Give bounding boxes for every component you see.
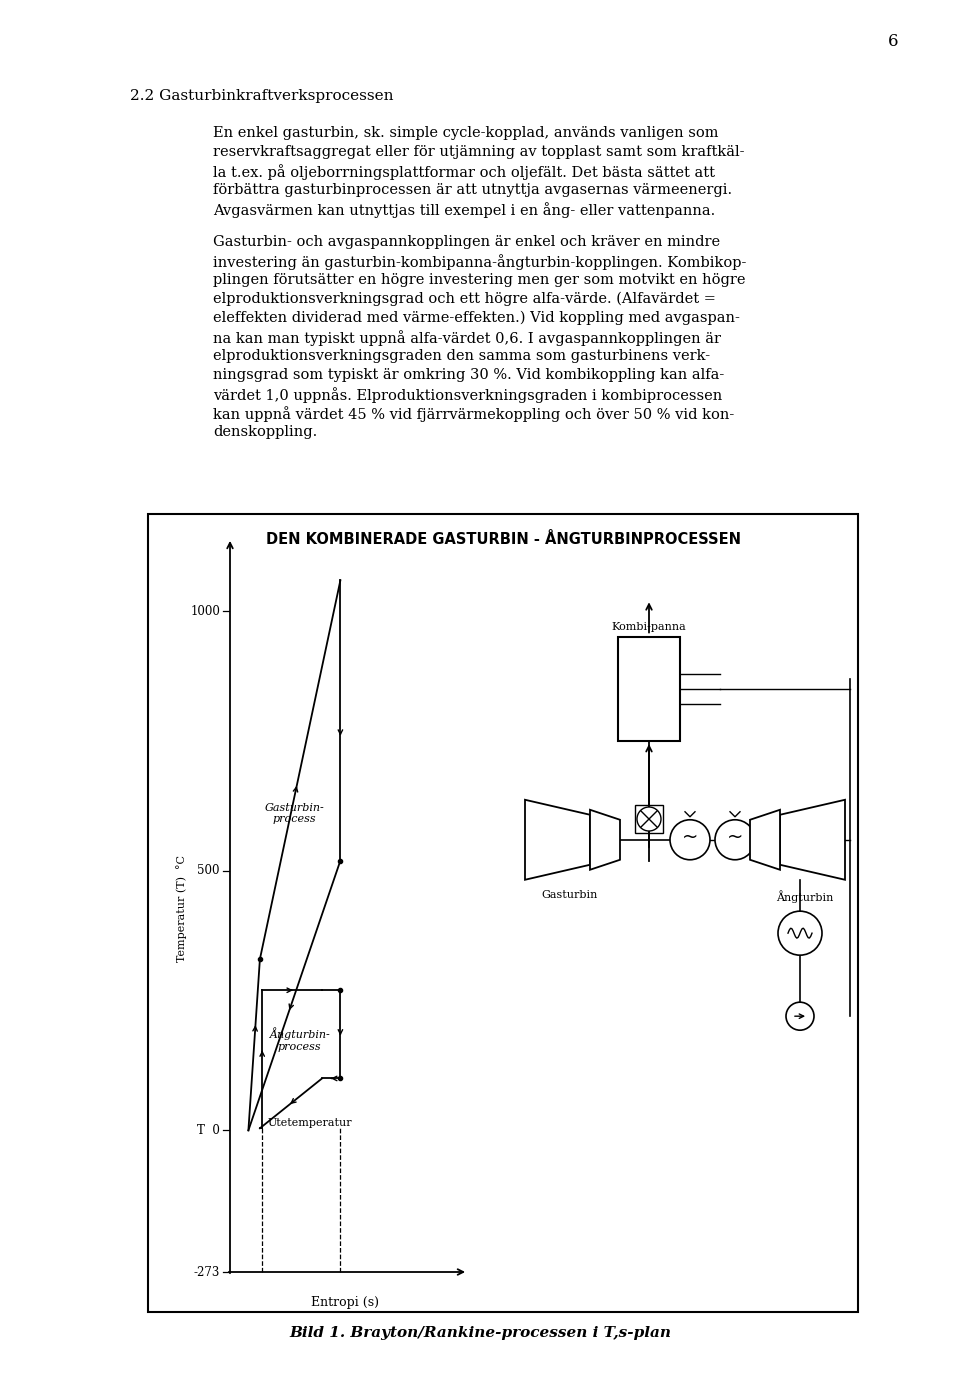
Text: plingen förutsätter en högre investering men ger som motvikt en högre: plingen förutsätter en högre investering… [213,273,746,286]
Polygon shape [590,810,620,869]
Text: Kombi-panna: Kombi-panna [612,623,686,632]
Text: Gasturbin- och avgaspannkopplingen är enkel och kräver en mindre: Gasturbin- och avgaspannkopplingen är en… [213,235,720,249]
Text: denskoppling.: denskoppling. [213,425,317,439]
Text: Gasturbin: Gasturbin [541,890,598,900]
Text: Avgasvärmen kan utnyttjas till exempel i en ång- eller vattenpanna.: Avgasvärmen kan utnyttjas till exempel i… [213,202,715,217]
Text: Ångturbin-
process: Ångturbin- process [269,1027,329,1052]
Text: Bild 1. Brayton/Rankine-processen i T,s-plan: Bild 1. Brayton/Rankine-processen i T,s-… [289,1326,671,1340]
Text: kan uppnå värdet 45 % vid fjärrvärmekoppling och över 50 % vid kon-: kan uppnå värdet 45 % vid fjärrvärmekopp… [213,406,734,422]
Text: ningsgrad som typiskt är omkring 30 %. Vid kombikoppling kan alfa-: ningsgrad som typiskt är omkring 30 %. V… [213,368,724,382]
Circle shape [715,819,755,859]
Text: Utetemperatur: Utetemperatur [267,1118,351,1128]
Text: ~: ~ [727,828,743,846]
Text: elproduktionsverkningsgrad och ett högre alfa-värde. (Alfavärdet =: elproduktionsverkningsgrad och ett högre… [213,292,716,306]
Bar [618,638,680,742]
Text: 2.2 Gasturbinkraftverksprocessen: 2.2 Gasturbinkraftverksprocessen [130,89,394,102]
Text: ~: ~ [682,828,698,846]
Polygon shape [780,800,845,880]
Text: DEN KOMBINERADE GASTURBIN - ÅNGTURBINPROCESSEN: DEN KOMBINERADE GASTURBIN - ÅNGTURBINPRO… [266,531,740,547]
Text: förbättra gasturbinprocessen är att utnyttja avgasernas värmeenergi.: förbättra gasturbinprocessen är att utny… [213,183,732,197]
Text: eleffekten dividerad med värme-effekten.) Vid koppling med avgaspan-: eleffekten dividerad med värme-effekten.… [213,311,740,325]
Text: Ångturbin: Ångturbin [777,890,833,902]
Text: Temperatur (T)  °C: Temperatur (T) °C [177,854,187,962]
Polygon shape [525,800,590,880]
Text: elproduktionsverkningsgraden den samma som gasturbinens verk-: elproduktionsverkningsgraden den samma s… [213,349,710,363]
Text: na kan man typiskt uppnå alfa-värdet 0,6. I avgaspannkopplingen är: na kan man typiskt uppnå alfa-värdet 0,6… [213,329,721,346]
Bar [148,513,858,1312]
Text: 1000: 1000 [190,605,220,617]
Text: 500: 500 [198,865,220,877]
Text: la t.ex. på oljeborrningsplattformar och oljefält. Det bästa sättet att: la t.ex. på oljeborrningsplattformar och… [213,163,715,180]
Circle shape [637,807,661,830]
Circle shape [778,911,822,955]
Circle shape [786,1002,814,1030]
Bar [635,805,663,833]
Text: Gasturbin-
process: Gasturbin- process [265,803,324,825]
Circle shape [670,819,710,859]
Text: värdet 1,0 uppnås. Elproduktionsverkningsgraden i kombiprocessen: värdet 1,0 uppnås. Elproduktionsverkning… [213,388,722,403]
Polygon shape [750,810,780,869]
Text: 6: 6 [888,32,899,50]
Text: -273: -273 [194,1265,220,1279]
Text: En enkel gasturbin, sk. simple cycle-kopplad, används vanligen som: En enkel gasturbin, sk. simple cycle-kop… [213,126,718,140]
Text: T  0: T 0 [197,1124,220,1136]
Text: Entropi (s): Entropi (s) [311,1295,379,1309]
Text: investering än gasturbin-kombipanna-ångturbin-kopplingen. Kombikop-: investering än gasturbin-kombipanna-ångt… [213,255,746,270]
Text: reservkraftsaggregat eller för utjämning av topplast samt som kraftkäl-: reservkraftsaggregat eller för utjämning… [213,145,745,159]
